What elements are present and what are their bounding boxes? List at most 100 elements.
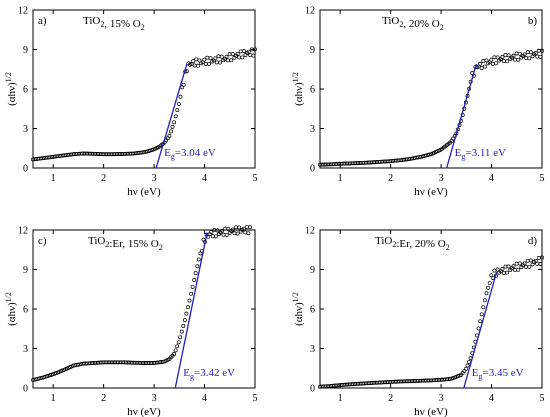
x-tick-label: 1 [338, 173, 343, 184]
data-point [181, 82, 186, 87]
data-point [195, 63, 200, 68]
bandgap-label: Eg=3.42 eV [183, 367, 235, 381]
data-point [478, 319, 483, 324]
y-tick-label: 9 [310, 45, 315, 56]
y-tick-label: 12 [18, 226, 28, 237]
data-point [237, 225, 242, 230]
x-tick-label: 5 [540, 173, 545, 184]
data-series [318, 48, 544, 167]
y-axis-label: (αhν)1/2 [291, 72, 305, 106]
data-point [481, 59, 486, 63]
data-point [191, 59, 196, 64]
data-point [490, 61, 495, 66]
x-tick-label: 2 [101, 173, 106, 184]
data-point [187, 298, 192, 303]
x-tick-label: 4 [202, 393, 207, 404]
data-point [495, 55, 500, 60]
data-point [227, 52, 232, 57]
data-point [246, 231, 251, 236]
tauc-fit-line [446, 63, 478, 169]
data-point [495, 267, 500, 272]
data-point [248, 225, 252, 230]
y-tick-label: 3 [23, 344, 28, 355]
tauc-fit-line [463, 271, 498, 389]
data-point [210, 234, 215, 239]
data-point [219, 54, 224, 59]
data-point [500, 267, 505, 271]
data-point [244, 224, 249, 229]
data-point [248, 53, 253, 58]
y-tick-label: 9 [23, 45, 28, 56]
data-point [167, 134, 172, 138]
bandgap-label: Eg=3.04 eV [164, 147, 216, 161]
data-point [230, 227, 235, 232]
data-point [540, 48, 544, 53]
x-tick-label: 5 [253, 173, 258, 184]
y-tick-label: 12 [305, 226, 315, 237]
data-point [184, 311, 189, 316]
panel-letter: c) [38, 235, 47, 247]
data-point [492, 55, 497, 60]
data-point [511, 264, 516, 269]
data-point [230, 52, 235, 56]
data-point [487, 280, 492, 285]
data-point [484, 291, 489, 296]
data-point [226, 226, 231, 231]
data-point [538, 54, 543, 59]
data-point [240, 55, 245, 60]
data-point [235, 52, 240, 56]
x-tick-label: 5 [540, 393, 545, 404]
data-point [241, 49, 246, 53]
data-point [192, 278, 197, 282]
y-tick-label: 3 [310, 124, 315, 135]
data-point [486, 285, 491, 290]
x-tick-label: 4 [489, 173, 494, 184]
data-point [189, 62, 194, 66]
data-point [196, 257, 201, 262]
data-point [533, 51, 538, 56]
data-point [181, 324, 186, 328]
data-series [31, 47, 257, 162]
x-tick-label: 4 [202, 173, 207, 184]
tauc-fit-line [174, 232, 208, 389]
data-point [505, 270, 510, 275]
data-point [513, 57, 517, 62]
data-point [202, 57, 207, 62]
data-series [31, 224, 252, 383]
data-point [524, 264, 529, 269]
data-point [253, 47, 257, 52]
x-tick-label: 5 [253, 393, 258, 404]
data-point [463, 366, 468, 371]
data-point [175, 344, 180, 349]
data-point [501, 59, 506, 64]
data-point [527, 56, 532, 61]
data-point [514, 261, 519, 266]
y-tick-label: 6 [23, 305, 28, 316]
plot-frame [319, 9, 543, 169]
x-tick-label: 2 [388, 173, 393, 184]
data-point [215, 228, 220, 233]
data-point [221, 232, 226, 237]
y-tick-label: 12 [18, 6, 28, 17]
data-point [235, 231, 240, 236]
data-point [516, 267, 521, 272]
data-point [175, 108, 180, 113]
y-tick-label: 0 [23, 384, 28, 395]
data-point [513, 267, 517, 272]
plot-frame [32, 9, 256, 169]
data-point [524, 56, 529, 60]
plot-frame [319, 229, 543, 389]
data-point [229, 58, 234, 63]
data-point [506, 53, 511, 58]
data-point [172, 120, 177, 125]
data-point [517, 261, 522, 266]
data-point [224, 232, 229, 237]
data-point [522, 52, 527, 57]
data-point [503, 264, 508, 269]
x-axis-label: hν (eV) [414, 186, 448, 198]
data-point [481, 305, 486, 310]
x-axis-label: hν (eV) [127, 406, 161, 417]
